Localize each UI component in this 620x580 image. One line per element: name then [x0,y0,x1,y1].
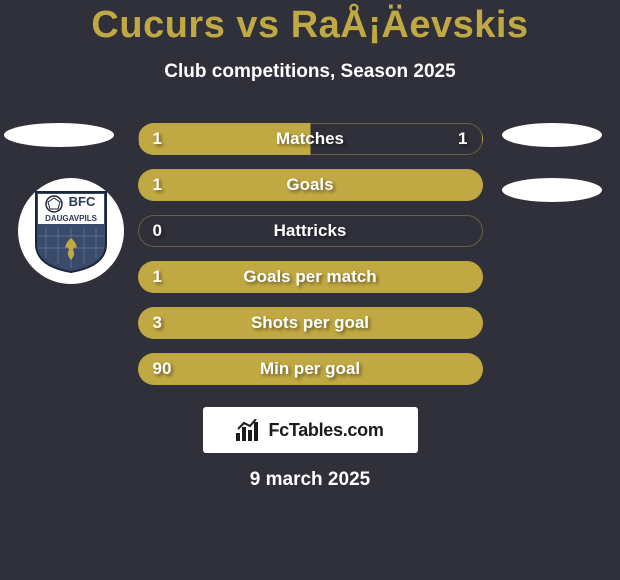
stat-left-value: 0 [153,221,162,241]
stat-left-value: 1 [153,267,162,287]
branding-text: FcTables.com [268,420,383,441]
stat-label: Goals [286,175,333,195]
stat-label: Matches [276,129,344,149]
stat-row-shots-per-goal: 3 Shots per goal [138,307,483,339]
stat-label: Shots per goal [251,313,369,333]
page-title: Cucurs vs RaÅ¡Äevskis [0,0,620,47]
stat-row-goals: 1 Goals [138,169,483,201]
stat-row-matches: 1 Matches 1 [138,123,483,155]
stat-row-hattricks: 0 Hattricks [138,215,483,247]
decorative-ellipse-right-1 [502,123,602,147]
stat-right-value: 1 [458,129,467,149]
decorative-ellipse-right-2 [502,178,602,202]
stat-label: Hattricks [274,221,347,241]
stat-label: Min per goal [260,359,360,379]
decorative-ellipse-left [4,123,114,147]
stat-row-min-per-goal: 90 Min per goal [138,353,483,385]
stat-left-value: 3 [153,313,162,333]
shield-icon: BFC DAUGAVPILS [32,188,110,274]
stat-label: Goals per match [243,267,376,287]
stat-row-goals-per-match: 1 Goals per match [138,261,483,293]
stat-left-value: 1 [153,129,162,149]
club-logo-subtext: DAUGAVPILS [45,214,98,223]
bars-icon [236,419,262,441]
stat-left-value: 1 [153,175,162,195]
comparison-card: Cucurs vs RaÅ¡Äevskis Club competitions,… [0,0,620,580]
date-label: 9 march 2025 [0,469,620,491]
club-logo: BFC DAUGAVPILS [18,178,124,284]
stat-left-value: 90 [153,359,172,379]
svg-text:BFC: BFC [69,194,96,209]
branding-badge: FcTables.com [203,407,418,453]
page-subtitle: Club competitions, Season 2025 [0,61,620,83]
